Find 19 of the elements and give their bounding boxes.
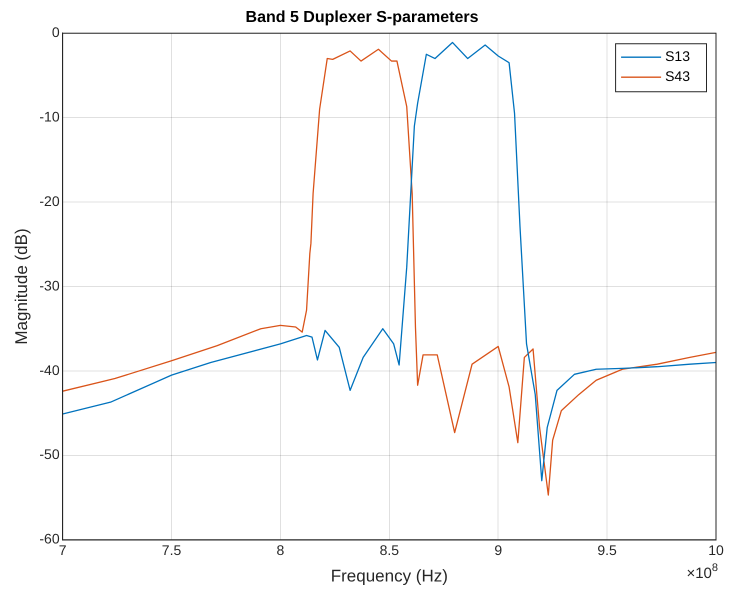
y-tick-label: -30 — [39, 277, 60, 294]
y-tick-label: 0 — [52, 24, 60, 40]
legend-label: S43 — [665, 68, 690, 84]
y-tick-label: -40 — [39, 362, 60, 378]
x-tick-label: 10 — [708, 542, 724, 558]
y-tick-label: -60 — [39, 530, 60, 547]
y-tick-label: -20 — [39, 192, 60, 209]
x-tick-label: 7 — [58, 542, 67, 558]
x-tick-label: 8 — [276, 542, 285, 558]
y-tick-label: -50 — [39, 446, 60, 462]
y-tick-label: -10 — [39, 108, 60, 124]
x-axis-title: Frequency (Hz) — [330, 566, 448, 586]
legend-label: S13 — [665, 48, 690, 64]
chart-title: Band 5 Duplexer S-parameters — [246, 9, 479, 26]
x-tick-label: 7.5 — [162, 542, 182, 558]
x-tick-label: 9.5 — [597, 542, 618, 558]
y-axis-title: Magnitude (dB) — [12, 228, 31, 345]
x-tick-label: 9 — [494, 542, 502, 558]
x-tick-label: 8.5 — [380, 542, 400, 558]
